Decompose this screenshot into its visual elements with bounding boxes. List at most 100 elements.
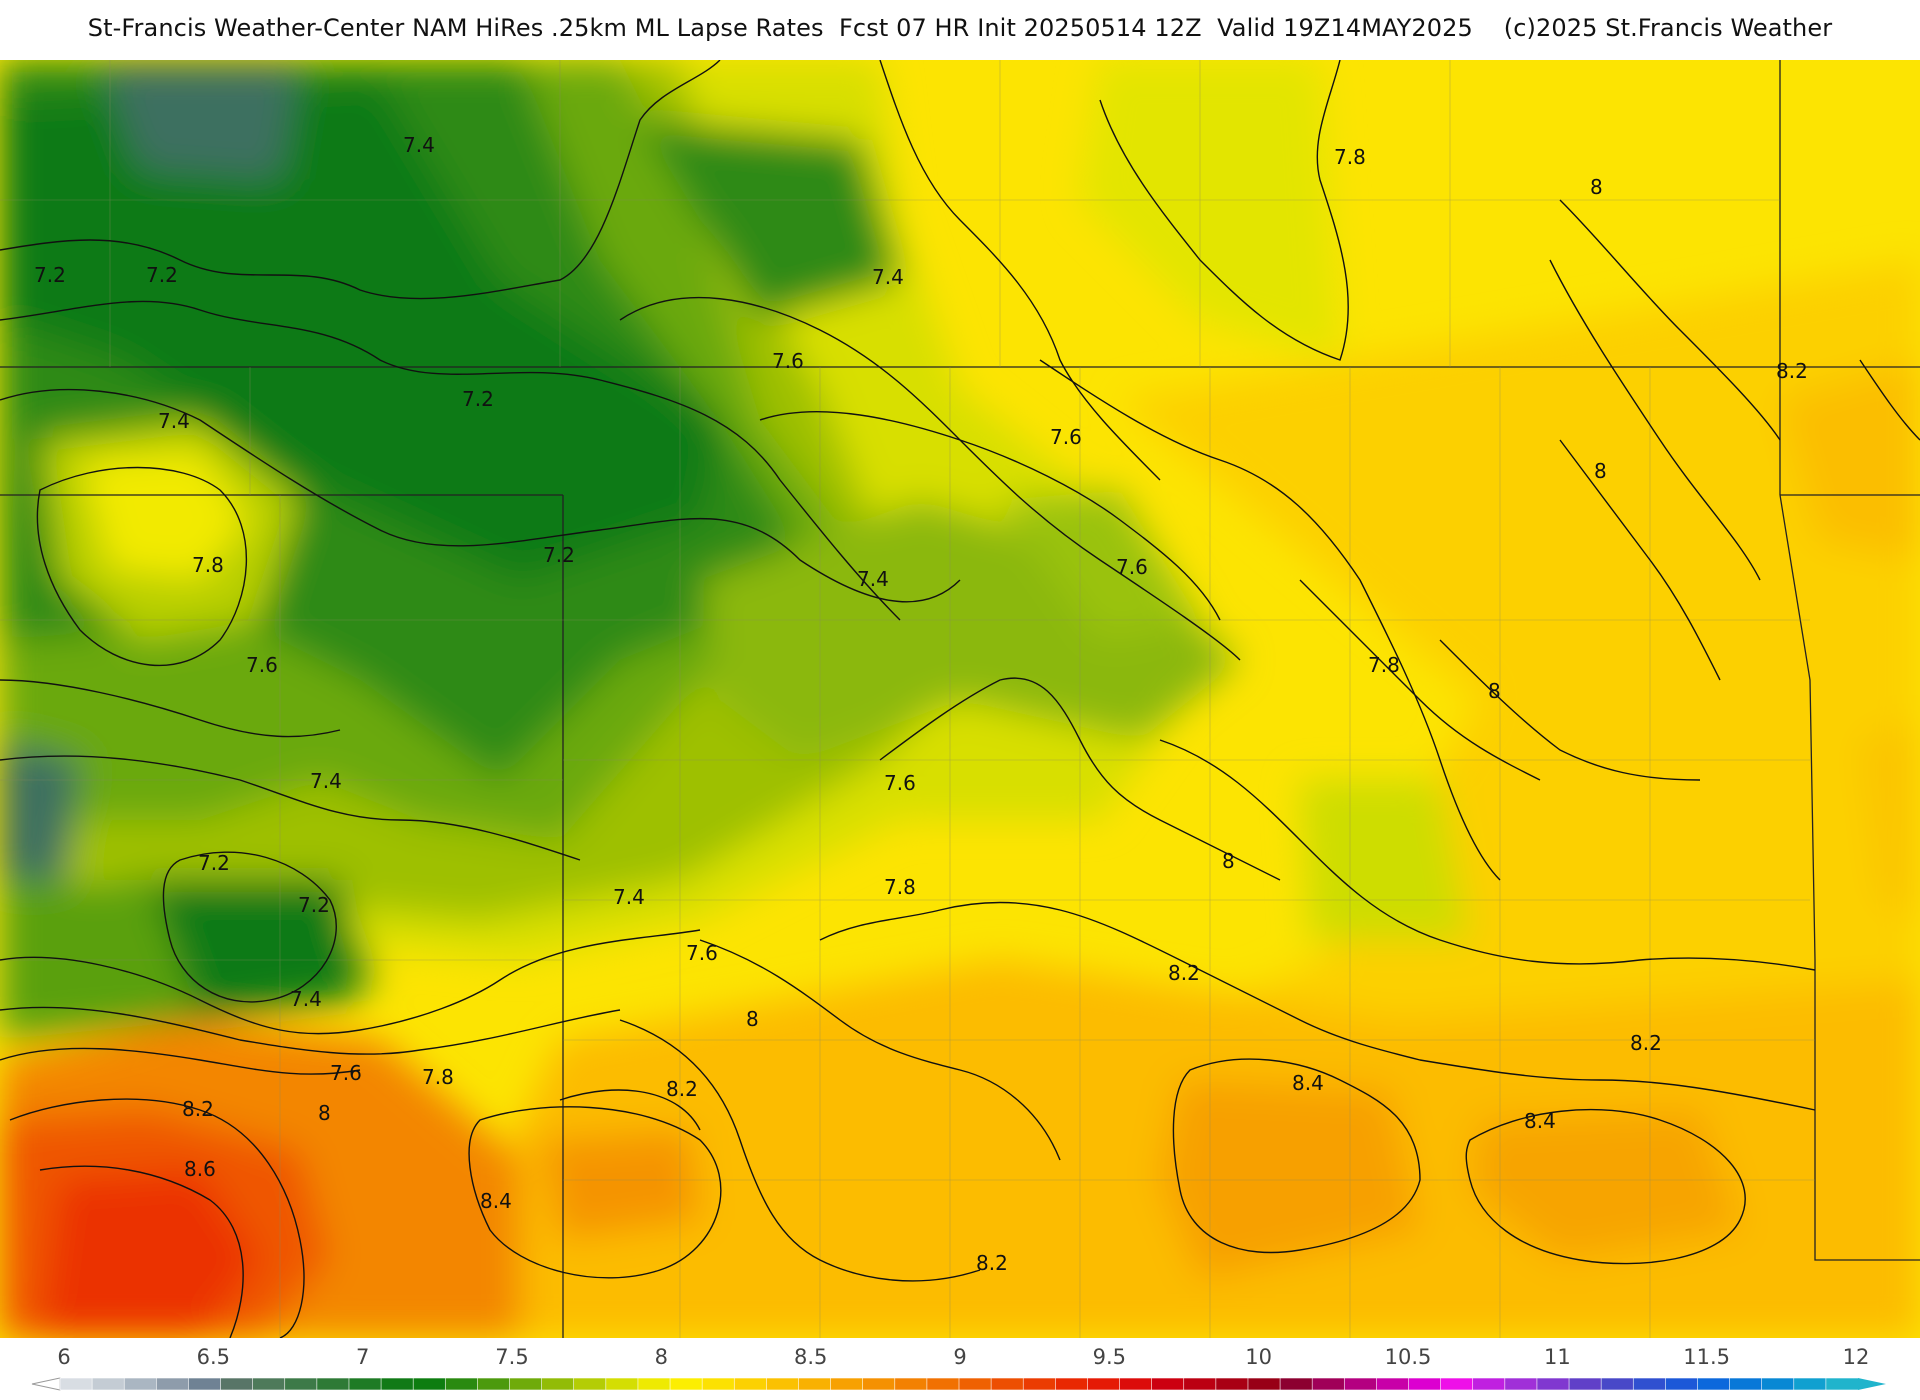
contour-label: 8.4 xyxy=(1292,1071,1324,1095)
colorbar-swatch xyxy=(284,1377,318,1391)
colorbar-swatch xyxy=(1151,1377,1185,1391)
contour-label: 8 xyxy=(318,1101,331,1125)
colorbar-swatch xyxy=(894,1377,928,1391)
colorbar-swatch xyxy=(380,1377,414,1391)
colorbar-swatch xyxy=(701,1377,736,1391)
colorbar-swatch xyxy=(669,1377,703,1391)
colorbar-swatch xyxy=(91,1377,126,1391)
colorbar-tick-label: 9 xyxy=(953,1345,966,1369)
colorbar-arrow-left xyxy=(31,1377,61,1391)
colorbar-arrow-right xyxy=(1858,1378,1886,1390)
contour-label: 8.4 xyxy=(1524,1109,1556,1133)
colorbar-tick-label: 6.5 xyxy=(197,1345,230,1369)
contour-label: 8 xyxy=(1488,679,1501,703)
colorbar-swatch xyxy=(541,1377,575,1391)
contour-label: 7.4 xyxy=(290,987,322,1011)
colorbar-swatch xyxy=(1472,1377,1506,1391)
colorbar-swatch xyxy=(1183,1377,1217,1391)
colorbar-tick-label: 8.5 xyxy=(794,1345,827,1369)
colorbar-swatch xyxy=(1215,1377,1249,1391)
contour-label: 7.4 xyxy=(310,769,342,793)
contour-label: 7.2 xyxy=(462,387,494,411)
colorbar-swatch xyxy=(1536,1377,1570,1391)
colorbar-swatch xyxy=(1022,1377,1057,1391)
colorbar-swatch xyxy=(1440,1377,1474,1391)
colorbar-swatch xyxy=(798,1377,832,1391)
contour-label: 8 xyxy=(1222,849,1235,873)
colorbar-swatch xyxy=(1729,1377,1763,1391)
colorbar-swatch xyxy=(1697,1377,1731,1391)
lapse-rate-map: 7.4 7.2 7.2 7.2 7.4 7.8 7.6 7.2 7.4 7.6 … xyxy=(0,60,1920,1338)
colorbar-swatch xyxy=(477,1377,511,1391)
contour-label: 7.6 xyxy=(772,349,804,373)
contour-label: 7.8 xyxy=(1368,653,1400,677)
colorbar-swatch xyxy=(1632,1377,1667,1391)
colorbar-swatch xyxy=(573,1377,607,1391)
contour-label: 7.6 xyxy=(246,653,278,677)
colorbar-swatch xyxy=(1504,1377,1538,1391)
colorbar-tick-label: 10.5 xyxy=(1385,1345,1432,1369)
colorbar-tick-label: 7.5 xyxy=(495,1345,528,1369)
colorbar-swatch xyxy=(1568,1377,1602,1391)
contour-label: 7.6 xyxy=(1116,555,1148,579)
colorbar-swatch xyxy=(1825,1377,1859,1391)
colorbar-swatch xyxy=(766,1377,800,1391)
colorbar-swatch xyxy=(156,1377,190,1391)
colorbar-swatch xyxy=(1119,1377,1153,1391)
colorbar-swatch xyxy=(926,1377,960,1391)
colorbar-tick-label: 11.5 xyxy=(1683,1345,1730,1369)
contour-label: 7.6 xyxy=(1050,425,1082,449)
contour-label: 7.2 xyxy=(34,263,66,287)
contour-label: 8.2 xyxy=(1776,359,1808,383)
colorbar-swatch xyxy=(862,1377,896,1391)
contour-label: 7.2 xyxy=(198,851,230,875)
colorbar-swatch xyxy=(1376,1377,1410,1391)
colorbar-swatch xyxy=(348,1377,382,1391)
colorbar-swatch xyxy=(1311,1377,1346,1391)
colorbar-swatch xyxy=(59,1377,93,1391)
contour-label: 7.4 xyxy=(158,409,190,433)
colorbar-swatch xyxy=(637,1377,671,1391)
contour-label: 7.4 xyxy=(613,885,645,909)
colorbar-swatch xyxy=(1247,1377,1281,1391)
contour-label: 7.4 xyxy=(857,567,889,591)
colorbar-swatch xyxy=(605,1377,639,1391)
colorbar-swatch xyxy=(1343,1377,1378,1391)
contour-label: 7.8 xyxy=(884,875,916,899)
colorbar-swatches xyxy=(31,1377,1886,1391)
contour-label: 8.2 xyxy=(666,1077,698,1101)
state-borders xyxy=(0,60,1920,1338)
colorbar-canvas: 6 6.5 7 7.5 8 8.5 9 9.5 10 10.5 11 11.5 12 xyxy=(31,1345,1886,1391)
map-title: St-Francis Weather-Center NAM HiRes .25k… xyxy=(87,14,1833,42)
contour-label: 7.2 xyxy=(146,263,178,287)
contour-label: 7.6 xyxy=(884,771,916,795)
contour-label: 7.2 xyxy=(298,893,330,917)
contour-label: 8 xyxy=(746,1007,759,1031)
contour-lines xyxy=(0,60,1920,1338)
colorbar-swatch xyxy=(1279,1377,1313,1391)
colorbar-swatch xyxy=(444,1377,479,1391)
colorbar: 6 6.5 7 7.5 8 8.5 9 9.5 10 10.5 11 11.5 12 xyxy=(0,1338,1920,1400)
colorbar-tick-label: 7 xyxy=(356,1345,369,1369)
county-borders xyxy=(0,60,1815,1338)
colorbar-swatch xyxy=(958,1377,992,1391)
colorbar-swatch xyxy=(188,1377,222,1391)
colorbar-swatch xyxy=(252,1377,286,1391)
colorbar-swatch xyxy=(412,1377,447,1391)
colorbar-swatch xyxy=(1600,1377,1635,1391)
colorbar-swatch xyxy=(1055,1377,1089,1391)
contour-labels: 7.4 7.2 7.2 7.2 7.4 7.8 7.6 7.2 7.4 7.6 … xyxy=(34,133,1808,1275)
contour-label: 8.2 xyxy=(1630,1031,1662,1055)
colorbar-tick-label: 6 xyxy=(57,1345,70,1369)
contour-label: 7.4 xyxy=(403,133,435,157)
contour-label: 8.2 xyxy=(182,1097,214,1121)
contour-label: 7.4 xyxy=(872,265,904,289)
contour-label: 7.2 xyxy=(543,543,575,567)
colorbar-swatch xyxy=(1087,1377,1121,1391)
colorbar-swatch xyxy=(1665,1377,1699,1391)
colorbar-swatch xyxy=(220,1377,254,1391)
contour-label: 8.2 xyxy=(1168,961,1200,985)
contour-label: 8.2 xyxy=(976,1251,1008,1275)
colorbar-swatch xyxy=(990,1377,1025,1391)
